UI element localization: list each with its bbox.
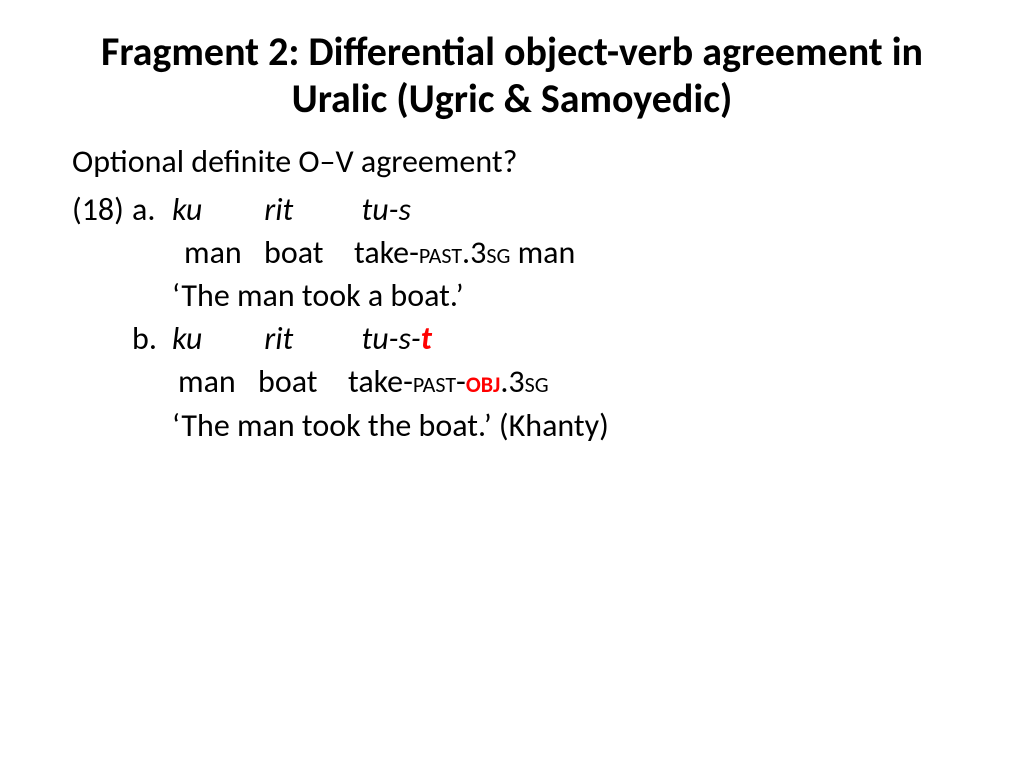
word: ku	[172, 317, 257, 360]
gloss: man	[184, 231, 264, 274]
ex-b-label: b.	[132, 317, 172, 360]
ex-b-gloss: manboattake-past-obj.3sg	[72, 360, 952, 403]
gloss-tail: man	[510, 233, 575, 272]
word: ku	[172, 188, 257, 231]
ex-b-source: b. ku rit tu-s-t	[72, 317, 952, 360]
ex-number: (18)	[72, 188, 132, 231]
ex-a-words: ku rit tu-s	[172, 188, 411, 231]
question-line: Optional definite O–V agreement?	[72, 140, 952, 183]
gloss: boat	[264, 231, 354, 274]
ex-a-label: a.	[132, 188, 172, 231]
highlight-gloss: obj	[466, 362, 501, 401]
ex-a-gloss: manboattake-past.3sg man	[72, 231, 952, 274]
gloss: take-past-obj.3sg	[348, 362, 549, 401]
word: tu-s-t	[361, 319, 431, 358]
slide-body: Optional definite O–V agreement? (18) a.…	[72, 140, 952, 446]
slide-title: Fragment 2: Differential object-verb agr…	[72, 28, 952, 122]
gloss: take-past.3sg	[354, 233, 510, 272]
ex-a-source: (18) a. ku rit tu-s	[72, 188, 952, 231]
gloss: man	[178, 360, 258, 403]
gloss: boat	[258, 360, 348, 403]
slide: Fragment 2: Differential object-verb agr…	[0, 0, 1024, 447]
word: rit	[264, 188, 354, 231]
ex-b-words: ku rit tu-s-t	[172, 317, 432, 360]
ex-b-translation: ‘The man took the boat.’ (Khanty)	[72, 404, 952, 447]
word: tu-s	[361, 190, 410, 229]
ex-a-translation: ‘The man took a boat.’	[72, 274, 952, 317]
highlight-morpheme: t	[421, 319, 432, 358]
word: rit	[264, 317, 354, 360]
